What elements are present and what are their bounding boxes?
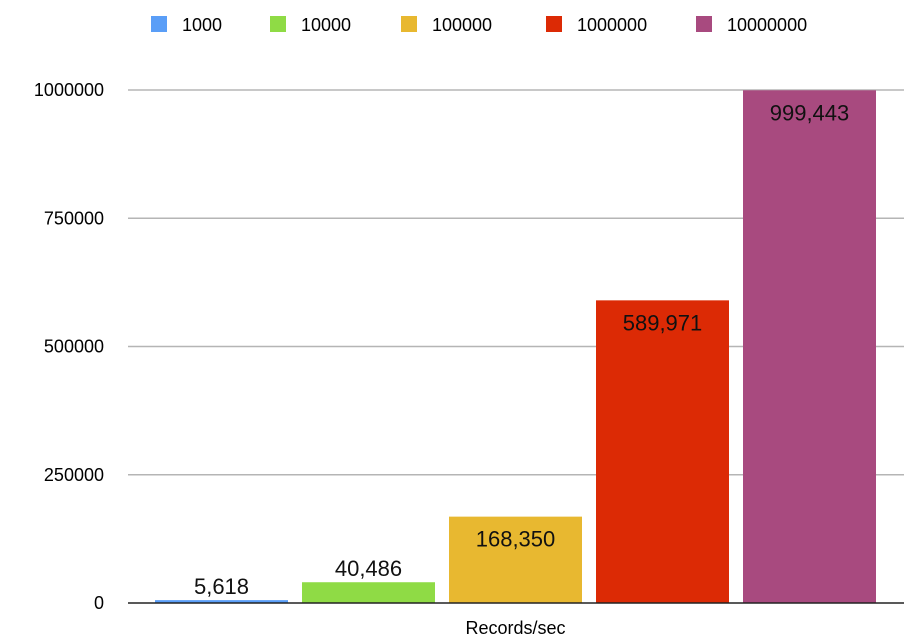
legend-label: 10000000 — [727, 15, 807, 35]
bar-100000 — [449, 516, 582, 603]
y-tick-label: 0 — [94, 593, 104, 613]
y-axis-ticks: 0 250000 500000 750000 1000000 — [34, 80, 104, 613]
axes: Records/sec — [128, 602, 904, 638]
bars — [155, 90, 876, 603]
legend-swatch — [546, 16, 562, 32]
legend-label: 1000 — [182, 15, 222, 35]
bar-1000 — [155, 600, 288, 603]
y-tick-label: 1000000 — [34, 80, 104, 100]
y-tick-label: 500000 — [44, 337, 104, 357]
legend-swatch — [696, 16, 712, 32]
legend-label: 1000000 — [577, 15, 647, 35]
data-labels: 5,618 40,486 168,350 589,971 999,443 — [194, 100, 849, 599]
y-tick-label: 750000 — [44, 208, 104, 228]
bar-10000000 — [743, 90, 876, 603]
legend-swatch — [401, 16, 417, 32]
legend-label: 100000 — [432, 15, 492, 35]
data-label: 40,486 — [335, 556, 402, 581]
legend-swatch — [151, 16, 167, 32]
bar-1000000 — [596, 300, 729, 603]
bar-10000 — [302, 582, 435, 603]
category-label: Records/sec — [465, 618, 565, 638]
y-tick-label: 250000 — [44, 465, 104, 485]
data-label: 999,443 — [770, 100, 850, 125]
data-label: 168,350 — [476, 527, 556, 552]
legend-swatch — [270, 16, 286, 32]
data-label: 589,971 — [623, 310, 703, 335]
data-label: 5,618 — [194, 574, 249, 599]
legend-label: 10000 — [301, 15, 351, 35]
legend: 1000 10000 100000 1000000 10000000 — [151, 15, 807, 35]
